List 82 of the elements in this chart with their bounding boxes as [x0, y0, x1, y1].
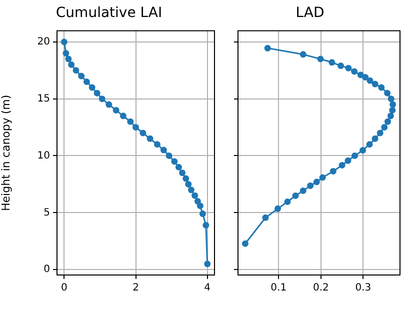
y-tick-label: 0	[44, 264, 50, 276]
point	[351, 152, 358, 159]
point	[78, 72, 85, 80]
point	[300, 187, 306, 194]
point	[338, 62, 344, 70]
point	[132, 124, 139, 131]
point	[372, 135, 378, 142]
point	[345, 64, 352, 72]
point	[307, 182, 314, 189]
point	[366, 77, 374, 84]
point	[88, 84, 96, 91]
x-tick-label: 0.2	[312, 282, 329, 294]
point	[378, 84, 385, 91]
point	[351, 68, 358, 75]
x-tick-label: 0.3	[355, 282, 372, 294]
point	[274, 205, 282, 212]
point	[376, 130, 384, 136]
point	[372, 80, 378, 88]
x-tick-label: 0	[60, 282, 68, 294]
point	[185, 180, 192, 188]
x-tick-label: 0.1	[270, 282, 287, 294]
x-tick-label: 4	[204, 282, 211, 294]
y-tick-label: 10	[37, 150, 50, 162]
point	[319, 174, 326, 181]
point	[140, 130, 146, 136]
point	[330, 168, 336, 174]
point	[357, 72, 364, 78]
point	[202, 222, 210, 228]
point	[166, 152, 172, 159]
point	[242, 240, 248, 247]
y-tick-label: 20	[37, 36, 50, 48]
point	[106, 101, 112, 108]
point	[387, 112, 394, 120]
point	[362, 74, 369, 80]
point	[112, 106, 120, 114]
point	[264, 44, 271, 52]
point	[196, 202, 204, 210]
point	[154, 141, 160, 148]
point	[381, 124, 388, 131]
chart-title: Cumulative LAI	[56, 5, 162, 22]
point	[192, 192, 198, 199]
y-tick-label: 15	[37, 93, 50, 104]
point	[65, 56, 72, 62]
point	[60, 38, 68, 46]
point	[300, 51, 306, 58]
y-axis-title: Height in canopy (m)	[0, 94, 12, 211]
point	[284, 198, 291, 205]
chart-title: LAD	[296, 5, 324, 22]
point	[384, 118, 391, 125]
point	[94, 90, 100, 96]
point	[98, 96, 106, 102]
point	[146, 135, 154, 142]
point	[344, 157, 352, 164]
point	[160, 146, 167, 154]
point	[389, 106, 396, 114]
point	[194, 198, 201, 205]
point	[120, 112, 126, 120]
point	[292, 192, 299, 199]
point	[83, 78, 90, 85]
point	[182, 175, 190, 182]
point	[204, 260, 211, 268]
point	[313, 178, 320, 186]
y-tick-label: 5	[44, 207, 50, 218]
point	[360, 147, 366, 154]
point	[62, 50, 70, 57]
point	[188, 186, 194, 194]
point	[384, 90, 391, 96]
point	[328, 59, 336, 66]
point	[171, 158, 178, 165]
point	[72, 67, 80, 74]
point	[175, 164, 182, 170]
point	[68, 61, 75, 68]
point	[199, 210, 206, 218]
point	[262, 214, 269, 221]
point	[317, 56, 324, 62]
point	[390, 101, 396, 108]
point	[366, 141, 373, 148]
point	[127, 118, 134, 125]
x-tick-label: 2	[132, 282, 139, 294]
point	[388, 96, 394, 102]
point	[179, 170, 186, 176]
point	[338, 162, 346, 168]
